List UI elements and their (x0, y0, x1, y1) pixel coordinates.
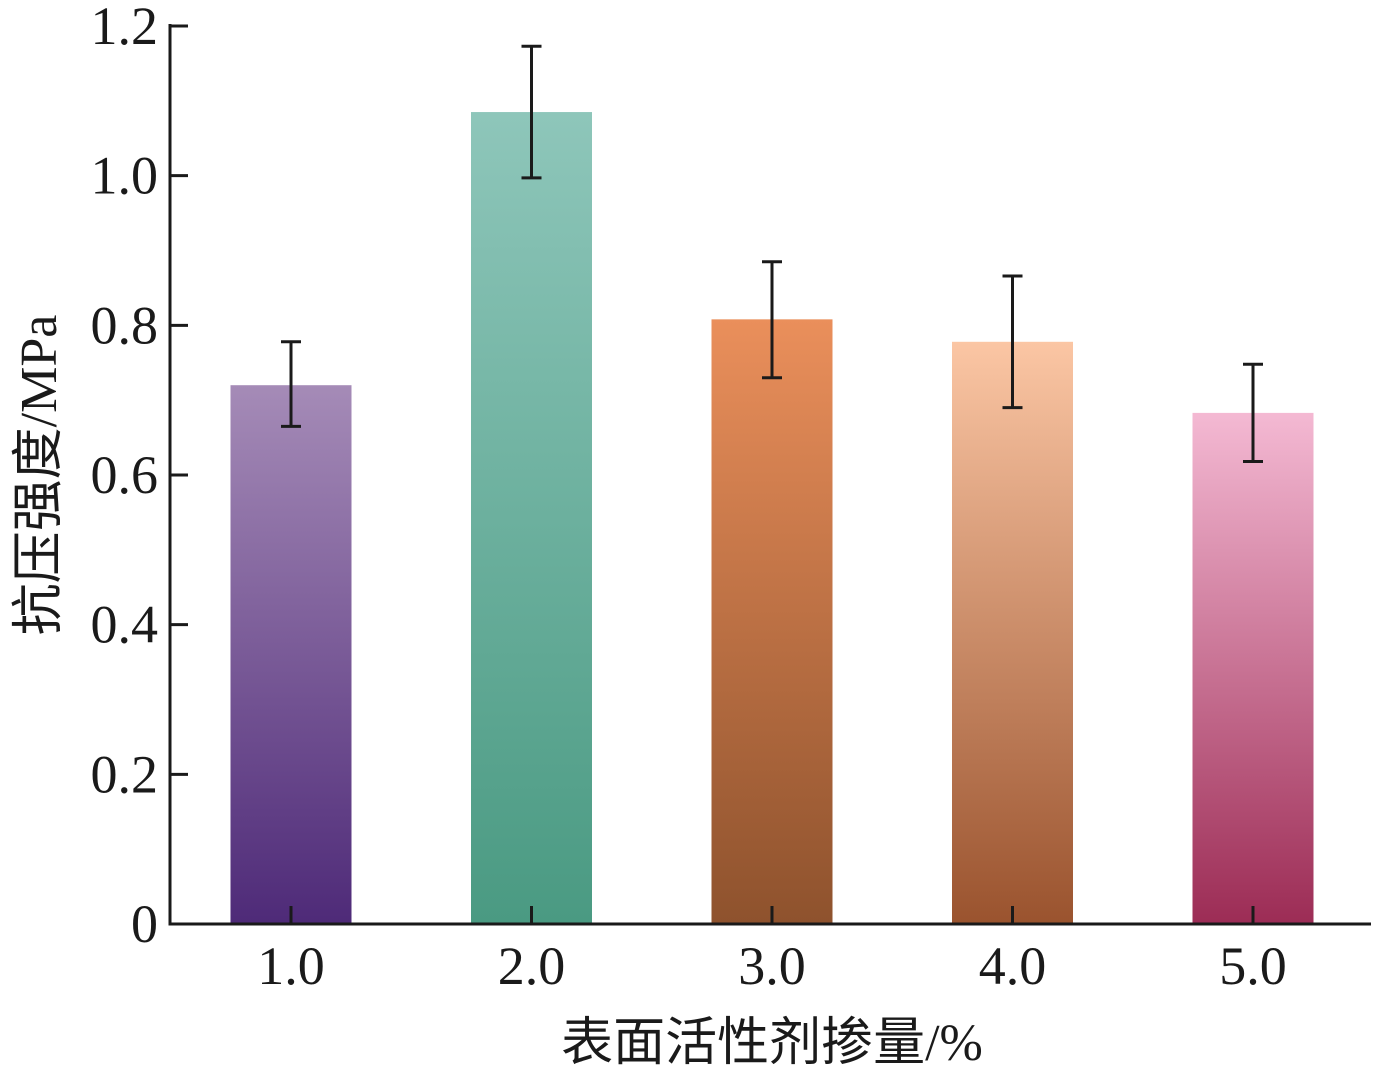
x-tick-label: 5.0 (1219, 936, 1287, 996)
error-bar-5.0 (1243, 362, 1263, 464)
bar-2.0 (471, 112, 592, 924)
error-bar-3.0 (762, 260, 782, 380)
y-tick-label: 1.0 (91, 146, 159, 206)
bar-4.0 (952, 341, 1073, 925)
y-tick-label: 0.2 (91, 744, 159, 804)
y-ticks: 0 0.2 0.4 0.6 0.8 1.0 1.2 (91, 0, 188, 954)
x-axis-title: 表面活性剂掺量/% (561, 1015, 983, 1071)
error-bar-1.0 (281, 340, 301, 428)
error-bar-4.0 (1002, 274, 1023, 410)
bar-3.0 (711, 319, 833, 924)
bar-1.0 (230, 385, 352, 924)
error-bar-2.0 (521, 44, 542, 180)
y-tick-label: 1.2 (91, 0, 159, 56)
y-tick-label: 0 (131, 894, 158, 954)
x-tick-label: 3.0 (738, 936, 806, 996)
bar-5.0 (1192, 412, 1314, 924)
x-tick-label: 2.0 (498, 936, 566, 996)
y-tick-label: 0.4 (91, 595, 159, 655)
y-tick-label: 0.8 (91, 295, 159, 355)
y-axis-title: 抗压强度/MPa (11, 315, 68, 636)
x-tick-label: 1.0 (257, 936, 325, 996)
bars-layer (230, 112, 1314, 925)
y-tick-label: 0.6 (91, 445, 159, 505)
x-tick-label: 4.0 (979, 936, 1047, 996)
x-ticks: 1.0 2.0 3.0 4.0 5.0 (257, 906, 1287, 996)
error-bars-layer (281, 44, 1263, 464)
